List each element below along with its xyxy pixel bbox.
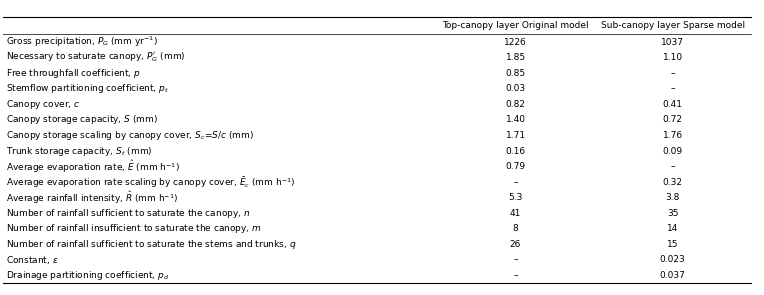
Text: 0.72: 0.72 [662,115,683,124]
Text: Canopy cover, $c$: Canopy cover, $c$ [6,98,80,111]
Text: 35: 35 [667,209,678,218]
Text: 15: 15 [667,240,678,249]
Text: Average rainfall intensity, $\hat{R}$ (mm h$^{-1}$): Average rainfall intensity, $\hat{R}$ (m… [6,189,178,206]
Text: Top-canopy layer Original model: Top-canopy layer Original model [442,21,589,30]
Text: Stemflow partitioning coefficient, $p_t$: Stemflow partitioning coefficient, $p_t$ [6,82,169,95]
Text: 0.41: 0.41 [662,100,683,109]
Text: Number of rainfall sufficient to saturate the stems and trunks, $q$: Number of rainfall sufficient to saturat… [6,238,296,251]
Text: Average evaporation rate scaling by canopy cover, $\bar{E}_c$ (mm h$^{-1}$): Average evaporation rate scaling by cano… [6,175,295,190]
Text: 0.16: 0.16 [506,147,526,155]
Text: Constant, $\varepsilon$: Constant, $\varepsilon$ [6,254,59,266]
Text: Drainage partitioning coefficient, $p_d$: Drainage partitioning coefficient, $p_d$ [6,269,170,282]
Text: 0.79: 0.79 [506,162,526,171]
Text: 0.82: 0.82 [506,100,526,109]
Text: 1.85: 1.85 [506,53,526,62]
Text: 0.037: 0.037 [660,271,685,280]
Text: –: – [513,255,518,265]
Text: 0.03: 0.03 [506,84,526,93]
Text: Free throughfall coefficient, $p$: Free throughfall coefficient, $p$ [6,67,141,80]
Text: 1.10: 1.10 [662,53,683,62]
Text: 3.8: 3.8 [665,193,680,202]
Text: –: – [671,69,675,78]
Text: 0.32: 0.32 [662,178,683,187]
Text: 0.85: 0.85 [506,69,526,78]
Text: 8: 8 [513,224,519,233]
Text: 1.40: 1.40 [506,115,526,124]
Text: 1226: 1226 [504,38,527,47]
Text: 1037: 1037 [661,38,685,47]
Text: 5.3: 5.3 [508,193,523,202]
Text: 14: 14 [667,224,678,233]
Text: Average evaporation rate, $\hat{E}$ (mm h$^{-1}$): Average evaporation rate, $\hat{E}$ (mm … [6,158,180,175]
Text: 0.09: 0.09 [662,147,683,155]
Text: Number of rainfall sufficient to saturate the canopy, $n$: Number of rainfall sufficient to saturat… [6,207,251,220]
Text: Number of rainfall insufficient to saturate the canopy, $m$: Number of rainfall insufficient to satur… [6,222,261,235]
Text: Necessary to saturate canopy, $P^{\prime}_G$ (mm): Necessary to saturate canopy, $P^{\prime… [6,51,186,65]
Text: Sub-canopy layer Sparse model: Sub-canopy layer Sparse model [601,21,745,30]
Text: –: – [671,162,675,171]
Text: Canopy storage capacity, $S$ (mm): Canopy storage capacity, $S$ (mm) [6,114,158,127]
Text: Gross precipitation, $P_G$ (mm yr$^{-1}$): Gross precipitation, $P_G$ (mm yr$^{-1}$… [6,35,157,49]
Text: –: – [671,84,675,93]
Text: 41: 41 [510,209,521,218]
Text: –: – [513,271,518,280]
Text: –: – [513,178,518,187]
Text: 26: 26 [510,240,521,249]
Text: 0.023: 0.023 [660,255,685,265]
Text: 1.71: 1.71 [506,131,526,140]
Text: 1.76: 1.76 [662,131,683,140]
Text: Trunk storage capacity, $S_t$ (mm): Trunk storage capacity, $S_t$ (mm) [6,145,152,158]
Text: Canopy storage scaling by canopy cover, $S_c$=$S/c$ (mm): Canopy storage scaling by canopy cover, … [6,129,254,142]
